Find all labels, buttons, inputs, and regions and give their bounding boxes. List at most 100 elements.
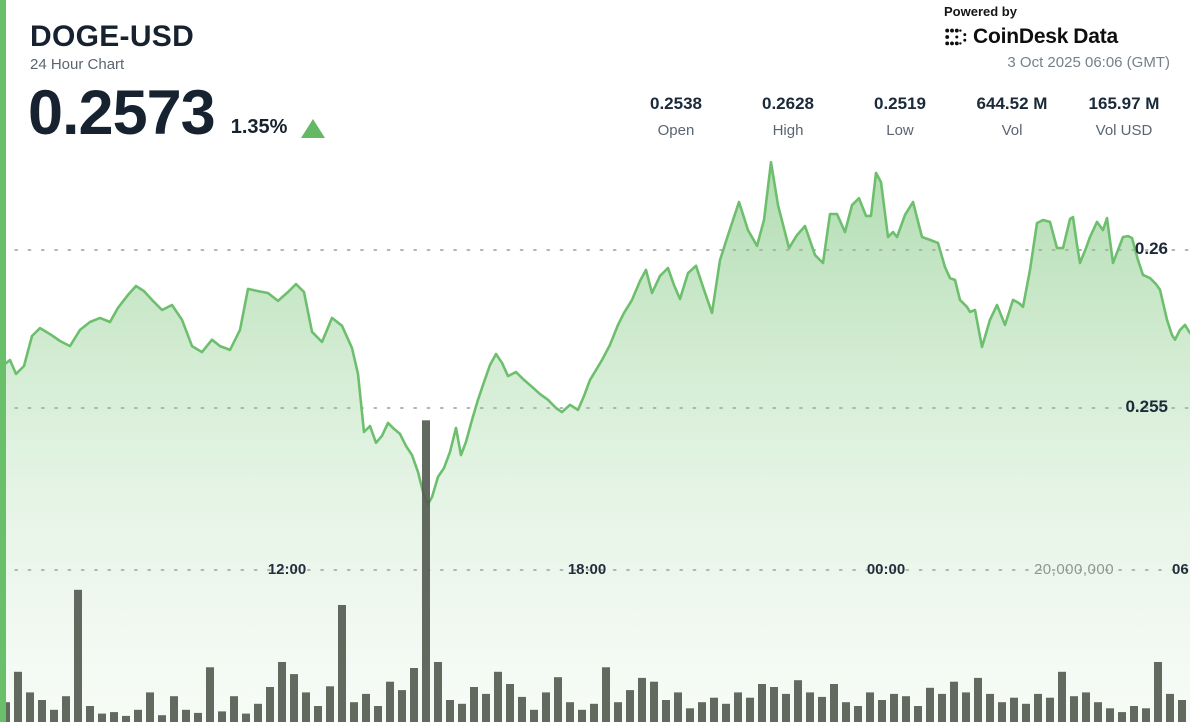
volume-bar [770,687,778,722]
volume-bar [962,692,970,722]
volume-bar [74,589,82,722]
volume-bar [998,702,1006,722]
brand-block: Powered by CoinDesk Data 3 Oct 2025 06:06… [944,4,1170,71]
coindesk-logo-icon [945,28,967,46]
stat-vol-usd-value: 165.97 M [1088,94,1160,113]
volume-bar [446,700,454,722]
volume-axis-label: 20,000,000 [1033,561,1115,578]
volume-bar [134,709,142,722]
volume-bar [122,715,130,722]
brand-name-data: Data [1073,25,1118,48]
x-axis-label: 00:00 [866,561,906,578]
volume-bar [974,677,982,722]
volume-bar [458,703,466,722]
volume-bar [158,715,166,722]
volume-bar [110,712,118,722]
volume-bar [338,605,346,722]
volume-bar [866,692,874,722]
stat-vol-value: 644.52 M [976,94,1048,113]
volume-bar [1178,700,1186,722]
volume-bar [566,702,574,722]
volume-bar [194,712,202,722]
brand-name: CoinDesk Data [973,25,1118,49]
volume-bar [542,692,550,722]
volume-bar [86,706,94,722]
volume-bar [482,693,490,722]
stat-open: 0.2538 Open [620,94,732,139]
volume-bar [842,702,850,722]
volume-bar [1154,662,1162,722]
volume-bar [890,693,898,722]
current-price: 0.2573 [28,78,216,148]
volume-bar [350,702,358,722]
volume-bar [722,703,730,722]
y-axis-label: 0.26 [1134,239,1168,258]
volume-bar [938,693,946,722]
volume-bar [266,687,274,722]
volume-bar [710,697,718,722]
volume-bar [398,690,406,722]
volume-bar [410,668,418,722]
stat-vol-usd: 165.97 M Vol USD [1068,94,1180,139]
volume-bar [902,696,910,722]
volume-bar [302,692,310,722]
x-axis-label: 06:00 [1172,561,1190,578]
volume-bar [1058,671,1066,722]
volume-bar [1022,703,1030,722]
volume-bar [170,696,178,722]
volume-bar [638,677,646,722]
volume-bar [242,713,250,722]
volume-bar [1010,697,1018,722]
volume-bar [2,702,10,722]
volume-bar [1118,712,1126,722]
stat-low: 0.2519 Low [844,94,956,139]
volume-bar [1130,706,1138,722]
coindesk-logo[interactable]: CoinDesk Data [944,25,1170,49]
stat-vol: 644.52 M Vol [956,94,1068,139]
stat-vol-label: Vol [1001,122,1023,139]
volume-bar [662,700,670,722]
stat-low-value: 0.2519 [874,94,926,113]
volume-bar [1166,693,1174,722]
ohlc-stats-row: 0.2538 Open 0.2628 High 0.2519 Low 644.5… [620,94,1180,139]
volume-bar [578,709,586,722]
volume-bar [734,692,742,722]
volume-bar [818,696,826,722]
stat-vol-usd-label: Vol USD [1095,122,1153,139]
volume-bar [278,662,286,722]
volume-bar [854,706,862,722]
volume-bar [434,662,442,722]
volume-bar [686,708,694,722]
timestamp: 3 Oct 2025 06:06 (GMT) [1007,54,1170,71]
volume-bar [146,692,154,722]
page-title: DOGE-USD [30,20,195,53]
volume-bar [326,686,334,722]
volume-bar [470,687,478,722]
volume-bar [782,693,790,722]
volume-bar [1034,693,1042,722]
powered-by-label: Powered by [944,4,1017,19]
volume-bar [98,713,106,722]
volume-bar [986,693,994,722]
volume-bar [50,709,58,722]
volume-bar [914,706,922,722]
volume-bar [1094,702,1102,722]
volume-bar [1046,697,1054,722]
volume-bar [506,684,514,722]
volume-bar [314,706,322,722]
volume-bar [746,697,754,722]
volume-bar [926,687,934,722]
stat-high-label: High [772,122,804,139]
stat-high: 0.2628 High [732,94,844,139]
stat-high-value: 0.2628 [762,94,814,113]
volume-bar [62,696,70,722]
volume-bar [650,681,658,722]
price-block: 0.2573 1.35% [28,78,326,148]
volume-bar [530,709,538,722]
volume-bar [554,677,562,722]
volume-bar [254,703,262,722]
brand-name-coindesk: CoinDesk [973,25,1069,48]
volume-bar [182,709,190,722]
volume-bar [26,692,34,722]
